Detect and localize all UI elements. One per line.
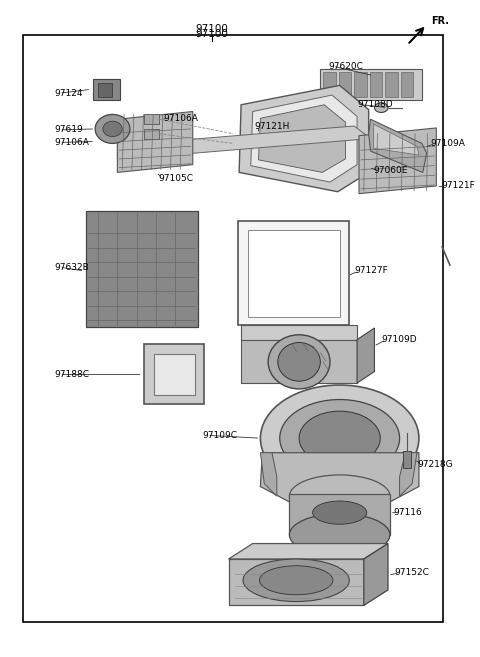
Bar xyxy=(289,494,390,535)
Polygon shape xyxy=(251,95,357,182)
Text: 97108D: 97108D xyxy=(357,101,393,109)
Bar xyxy=(238,221,349,325)
Bar xyxy=(144,344,204,404)
Bar xyxy=(93,79,120,100)
Ellipse shape xyxy=(261,385,419,491)
Text: 97188C: 97188C xyxy=(55,370,90,379)
Text: 97109D: 97109D xyxy=(381,335,417,344)
Polygon shape xyxy=(261,453,277,496)
Ellipse shape xyxy=(268,335,330,389)
Ellipse shape xyxy=(95,114,130,143)
Text: 97116: 97116 xyxy=(394,508,422,517)
Polygon shape xyxy=(357,328,374,383)
Polygon shape xyxy=(369,120,427,172)
Polygon shape xyxy=(241,340,357,383)
Polygon shape xyxy=(228,543,388,559)
Ellipse shape xyxy=(278,342,320,381)
Polygon shape xyxy=(118,145,137,170)
Polygon shape xyxy=(364,543,388,605)
Text: 97121F: 97121F xyxy=(441,181,475,191)
Text: FR.: FR. xyxy=(432,16,449,26)
Text: 97152C: 97152C xyxy=(395,568,430,577)
Text: 97060E: 97060E xyxy=(373,166,408,175)
Text: 97218G: 97218G xyxy=(417,460,453,469)
Ellipse shape xyxy=(103,121,122,137)
Bar xyxy=(144,114,159,124)
Polygon shape xyxy=(239,85,369,192)
Ellipse shape xyxy=(260,566,333,595)
Ellipse shape xyxy=(280,399,399,477)
Bar xyxy=(248,231,340,317)
Bar xyxy=(144,129,159,139)
Text: 97106A: 97106A xyxy=(55,138,89,147)
Polygon shape xyxy=(261,453,419,503)
Bar xyxy=(320,69,422,100)
Bar xyxy=(404,451,411,468)
Bar xyxy=(98,83,111,97)
Ellipse shape xyxy=(289,514,390,556)
Polygon shape xyxy=(228,559,364,605)
Text: 97109A: 97109A xyxy=(431,139,466,148)
Polygon shape xyxy=(118,112,193,172)
Text: 97632B: 97632B xyxy=(55,263,89,271)
Polygon shape xyxy=(118,126,371,158)
Text: 97100: 97100 xyxy=(196,24,228,34)
Bar xyxy=(339,72,351,97)
Text: 97106A: 97106A xyxy=(164,114,199,123)
Ellipse shape xyxy=(312,501,367,524)
Polygon shape xyxy=(359,128,436,194)
Bar xyxy=(154,354,195,395)
Bar xyxy=(323,72,336,97)
Text: 97121H: 97121H xyxy=(254,122,290,131)
Text: 97105C: 97105C xyxy=(158,173,193,183)
Bar xyxy=(370,72,382,97)
Ellipse shape xyxy=(374,103,388,112)
Text: 97619: 97619 xyxy=(55,125,84,135)
Polygon shape xyxy=(399,453,417,496)
Text: 97109C: 97109C xyxy=(203,431,238,440)
Polygon shape xyxy=(373,124,419,155)
Bar xyxy=(86,211,198,327)
Text: 97620C: 97620C xyxy=(328,62,363,70)
Ellipse shape xyxy=(299,411,380,465)
Text: 97124: 97124 xyxy=(55,89,83,98)
Ellipse shape xyxy=(243,559,349,602)
Bar xyxy=(385,72,397,97)
Polygon shape xyxy=(258,104,346,172)
Text: 97127F: 97127F xyxy=(354,267,388,275)
Bar xyxy=(354,72,367,97)
Ellipse shape xyxy=(289,475,390,518)
Polygon shape xyxy=(241,325,357,340)
Bar xyxy=(400,72,413,97)
Text: 97100: 97100 xyxy=(196,29,228,39)
